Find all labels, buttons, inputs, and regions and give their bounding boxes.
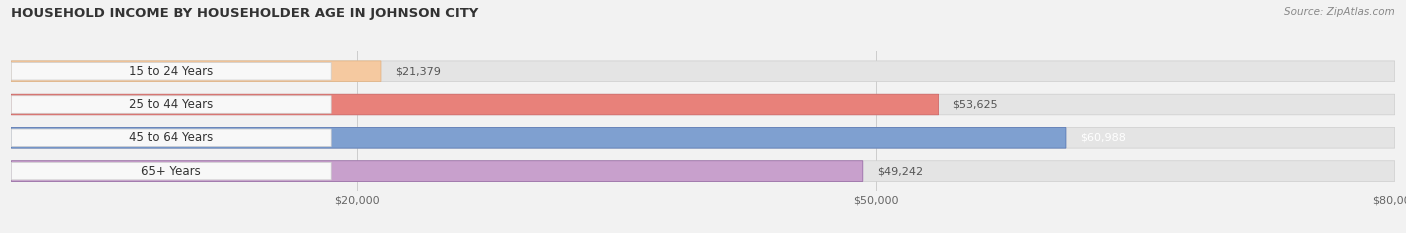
Text: $53,625: $53,625 — [952, 99, 998, 110]
FancyBboxPatch shape — [11, 94, 1395, 115]
FancyBboxPatch shape — [11, 94, 939, 115]
FancyBboxPatch shape — [11, 61, 381, 82]
Text: $21,379: $21,379 — [395, 66, 440, 76]
FancyBboxPatch shape — [11, 161, 1395, 182]
FancyBboxPatch shape — [11, 127, 1066, 148]
Text: HOUSEHOLD INCOME BY HOUSEHOLDER AGE IN JOHNSON CITY: HOUSEHOLD INCOME BY HOUSEHOLDER AGE IN J… — [11, 7, 478, 20]
FancyBboxPatch shape — [11, 62, 332, 80]
FancyBboxPatch shape — [11, 61, 1395, 82]
FancyBboxPatch shape — [11, 96, 332, 113]
FancyBboxPatch shape — [11, 129, 332, 147]
FancyBboxPatch shape — [11, 127, 1395, 148]
Text: $60,988: $60,988 — [1080, 133, 1126, 143]
FancyBboxPatch shape — [11, 161, 863, 182]
FancyBboxPatch shape — [11, 162, 332, 180]
Text: 25 to 44 Years: 25 to 44 Years — [129, 98, 214, 111]
Text: 45 to 64 Years: 45 to 64 Years — [129, 131, 214, 144]
Text: 65+ Years: 65+ Years — [142, 164, 201, 178]
Text: $49,242: $49,242 — [877, 166, 922, 176]
Text: Source: ZipAtlas.com: Source: ZipAtlas.com — [1284, 7, 1395, 17]
Text: 15 to 24 Years: 15 to 24 Years — [129, 65, 214, 78]
